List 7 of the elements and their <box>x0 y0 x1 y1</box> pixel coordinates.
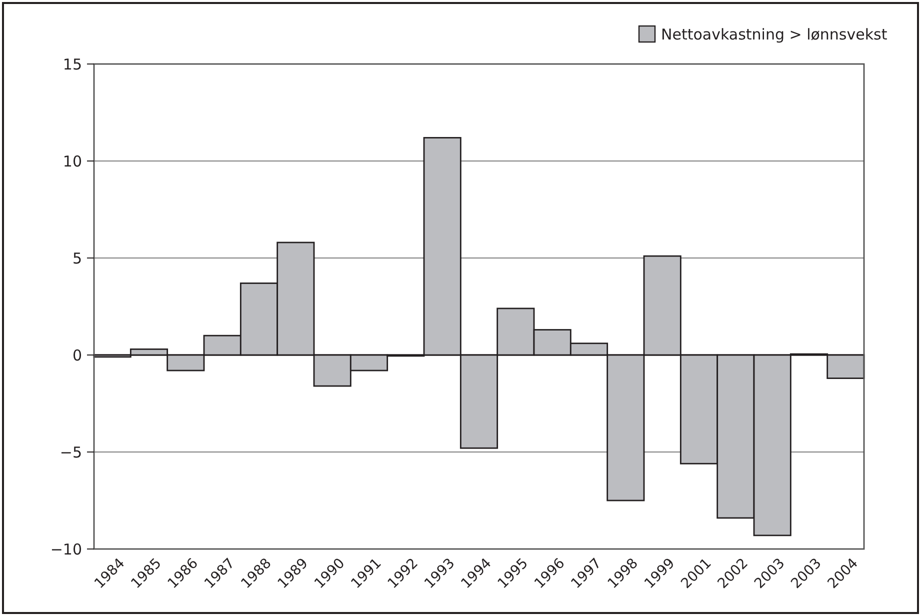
y-tick-label: 5 <box>72 249 82 268</box>
y-tick-label: 15 <box>62 55 82 74</box>
y-tick-label: −5 <box>60 443 82 462</box>
legend-label: Nettoavkastning > lønnsvekst <box>661 25 888 44</box>
y-tick-label: −10 <box>50 540 82 558</box>
y-tick-label: 10 <box>62 152 82 170</box>
y-tick-label: 0 <box>72 346 82 364</box>
